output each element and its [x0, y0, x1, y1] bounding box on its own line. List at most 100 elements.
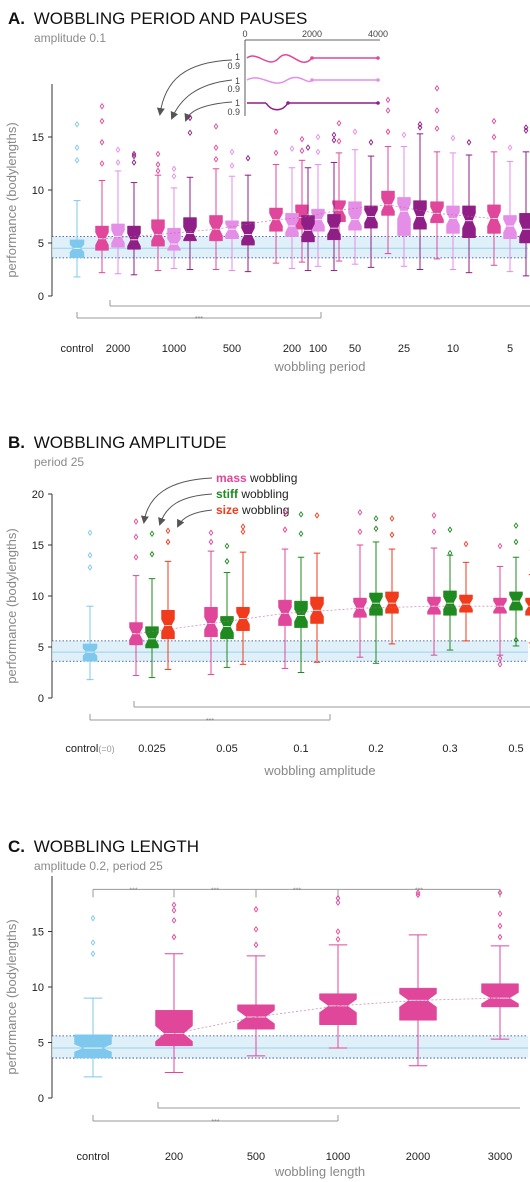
- panel-a-title: WOBBLING PERIOD AND PAUSES: [34, 9, 308, 28]
- y-tick-label: 5: [38, 1038, 44, 1050]
- box-stiff-wobbling-0.5: [509, 522, 523, 647]
- outlier-point: [171, 933, 177, 941]
- outlier-point: [447, 526, 453, 533]
- outlier-point: [245, 154, 251, 162]
- outlier-point: [431, 512, 437, 519]
- box-series-2-5: [503, 144, 517, 273]
- x-tick-label: control: [76, 1151, 109, 1163]
- panel-c-title: WOBBLING LENGTH: [34, 837, 199, 856]
- outlier-point: [463, 540, 469, 548]
- box-body: [155, 1010, 193, 1047]
- panel-b-letter: B.: [8, 433, 25, 452]
- box-series-3-500: [241, 154, 255, 273]
- y-tick-label: 20: [32, 489, 44, 501]
- y-tick-label: 5: [38, 642, 44, 654]
- outlier-point: [497, 889, 503, 896]
- box-series-1-5: [487, 117, 501, 266]
- outlier-point: [315, 133, 321, 141]
- outlier-point: [450, 134, 456, 142]
- median-trend-line: [101, 204, 495, 240]
- outlier-point: [497, 661, 503, 668]
- outlier-point: [368, 139, 374, 146]
- outlier-point: [352, 128, 358, 135]
- legend-mass: mass wobbling: [216, 471, 297, 485]
- x-tick-label: 3000: [488, 1151, 512, 1163]
- box-body: [111, 223, 125, 248]
- x-tick-label: 1000: [162, 343, 186, 355]
- outlier-point: [335, 928, 341, 935]
- outlier-point: [385, 107, 391, 114]
- box-body: [183, 217, 197, 242]
- box-body: [161, 610, 175, 640]
- outlier-point: [74, 144, 80, 151]
- box-series-1-500: [237, 906, 275, 1057]
- outlier-point: [434, 84, 440, 92]
- outlier-point: [99, 139, 105, 146]
- outlier-point: [171, 901, 177, 909]
- x-tick-label: 2000: [406, 1151, 430, 1163]
- box-stiff-wobbling-0.1: [294, 511, 308, 673]
- outlier-point: [165, 538, 171, 546]
- outlier-point: [253, 926, 259, 933]
- outlier-point: [523, 124, 529, 131]
- x-tick-label: 5: [507, 343, 513, 355]
- inset-x-tick-0: 0: [242, 29, 247, 39]
- outlier-point: [224, 558, 230, 565]
- box-body: [319, 993, 357, 1025]
- box-body: [327, 214, 341, 241]
- box-mass-wobbling-0.025: [129, 518, 143, 677]
- svg-text:B. WOBBLING AMPLITUDE: B. WOBBLING AMPLITUDE: [8, 433, 226, 452]
- box-body: [82, 643, 98, 662]
- inset-wave-2: [246, 76, 313, 84]
- legend-b: mass wobbling stiff wobbling size wobbli…: [140, 471, 297, 528]
- outlier-point: [273, 149, 279, 157]
- outlier-point: [389, 531, 395, 539]
- outlier-point: [240, 528, 246, 536]
- x-tick-label: 100: [309, 343, 327, 355]
- y-tick-label: 0: [38, 291, 44, 303]
- box-body: [294, 600, 308, 628]
- median-trend-line: [173, 997, 501, 1035]
- outlier-point: [229, 162, 235, 169]
- box-series-0-control: [69, 121, 85, 278]
- legend-size: size wobbling: [216, 503, 289, 517]
- outlier-point: [155, 167, 161, 175]
- outlier-point: [213, 123, 219, 130]
- y-tick-label: 5: [38, 238, 44, 250]
- outlier-point: [90, 950, 96, 957]
- outlier-point: [213, 155, 219, 163]
- box-body: [397, 197, 411, 236]
- outlier-point: [99, 117, 105, 125]
- box-series-2-2000: [111, 146, 125, 275]
- panel-a-subtitle: amplitude 0.1: [34, 31, 106, 45]
- box-body: [446, 205, 460, 234]
- box-series-3-10: [462, 139, 476, 274]
- control-ci-band: [52, 1035, 528, 1059]
- box-mass-wobbling-0.5: [493, 542, 507, 668]
- box-body: [525, 597, 530, 616]
- outlier-point: [431, 528, 437, 536]
- outlier-point: [331, 136, 337, 144]
- x-tick-label: 50: [349, 343, 361, 355]
- box-body: [209, 215, 223, 242]
- box-series-2-10: [446, 134, 460, 270]
- x-tick-label: 1000: [326, 1151, 350, 1163]
- outlier-point: [187, 114, 193, 122]
- box-series-0-control: [74, 914, 112, 1078]
- x-tick-label: 0.025: [138, 743, 166, 755]
- box-series-3-25: [413, 121, 427, 270]
- inset-y-tick-1: 1: [235, 76, 240, 86]
- x-tick-label: 0.5: [508, 743, 523, 755]
- box-mass-wobbling-0.2: [353, 509, 367, 658]
- outlier-point: [491, 133, 497, 141]
- inset-wave-1: [246, 54, 313, 63]
- chart-panel-2: 0 5 10 15 performance (bodylengths) control 20…: [4, 876, 528, 1179]
- outlier-point: [298, 511, 304, 518]
- box-body: [285, 213, 299, 237]
- outlier-point: [282, 526, 288, 533]
- outlier-point: [336, 119, 342, 127]
- box-series-1-2000: [399, 889, 437, 1067]
- inset-y-tick-0.9: 0.9: [227, 107, 240, 117]
- x-tick-label: control: [60, 343, 93, 355]
- outlier-point: [90, 914, 96, 922]
